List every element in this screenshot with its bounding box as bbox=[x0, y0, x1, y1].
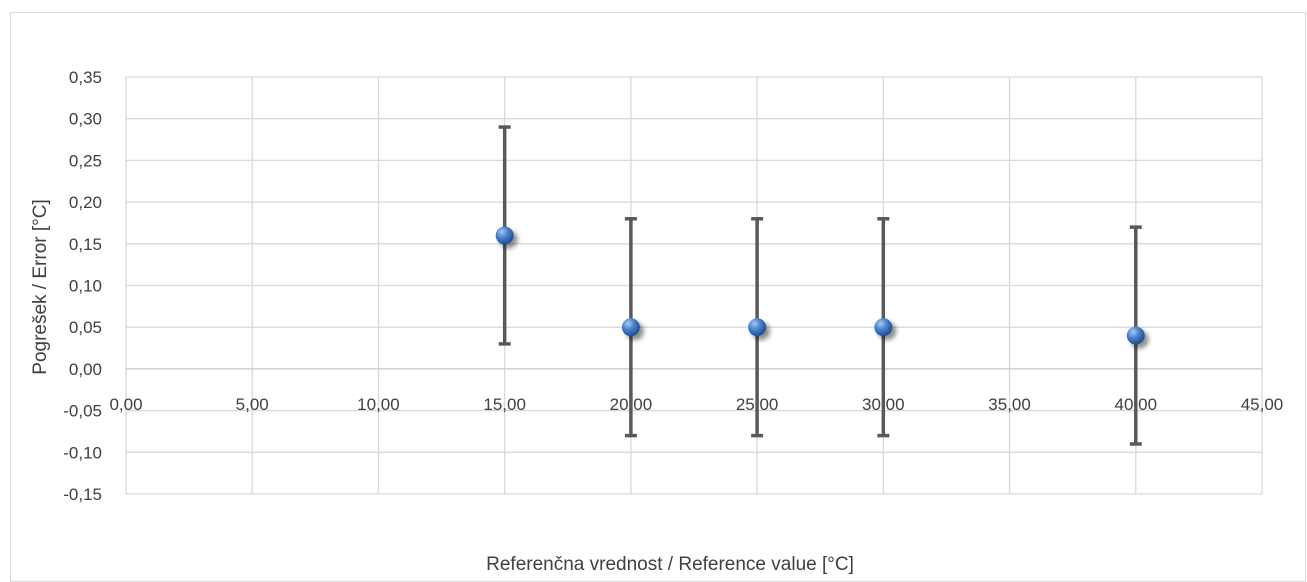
y-tick-label: 0,10 bbox=[69, 277, 102, 296]
y-axis-title: Pogrešek / Error [°C] bbox=[30, 199, 51, 374]
x-axis-title: Referenčna vrednost / Reference value [°… bbox=[486, 554, 854, 575]
data-point bbox=[1126, 326, 1145, 345]
x-tick-label: 35,00 bbox=[988, 395, 1031, 414]
data-point bbox=[495, 226, 514, 245]
y-tick-label: 0,05 bbox=[69, 318, 102, 337]
grid-lines bbox=[125, 76, 1263, 495]
x-tick-label: 0,00 bbox=[109, 395, 142, 414]
x-tick-label: 15,00 bbox=[483, 395, 526, 414]
y-tick-label: 0,30 bbox=[69, 110, 102, 129]
y-tick-label: -0,10 bbox=[63, 443, 102, 462]
data-point bbox=[621, 318, 640, 337]
data-points bbox=[495, 226, 1145, 345]
y-tick-label: 0,20 bbox=[69, 193, 102, 212]
y-tick-label: -0,15 bbox=[63, 485, 102, 504]
y-tick-label: 0,35 bbox=[69, 68, 102, 87]
y-tick-label: 0,15 bbox=[69, 235, 102, 254]
y-tick-label: 0,00 bbox=[69, 360, 102, 379]
data-point bbox=[748, 318, 767, 337]
x-tick-label: 45,00 bbox=[1241, 395, 1284, 414]
y-tick-label: 0,25 bbox=[69, 151, 102, 170]
chart-frame bbox=[10, 12, 1306, 582]
x-tick-label: 10,00 bbox=[357, 395, 400, 414]
y-tick-label: -0,05 bbox=[63, 402, 102, 421]
x-tick-label: 5,00 bbox=[236, 395, 269, 414]
tick-labels: 0,35 0,30 0,25 0,20 0,15 0,10 0,05 0,00 -0,05 -0,… bbox=[63, 68, 1283, 504]
data-point bbox=[874, 318, 893, 337]
